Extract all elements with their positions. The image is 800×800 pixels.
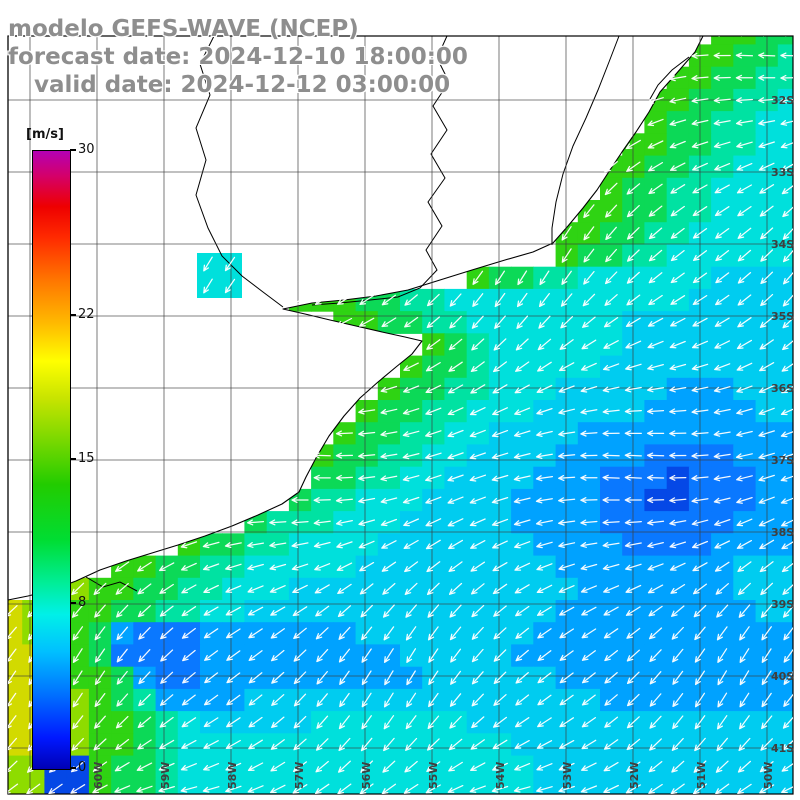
lon-label: 52W <box>628 762 641 789</box>
wave-cell <box>777 466 793 490</box>
wave-cell <box>777 688 793 712</box>
lon-label: 57W <box>293 762 306 789</box>
lat-label: 34S <box>771 238 794 251</box>
wave-cell <box>8 688 23 712</box>
lat-label: 38S <box>771 526 794 539</box>
wave-cell <box>8 644 23 668</box>
lat-label: 35S <box>771 310 794 323</box>
lon-label: 59W <box>159 762 172 789</box>
wave-cell <box>8 711 23 734</box>
wave-cell <box>777 133 793 157</box>
lon-label: 58W <box>226 762 239 789</box>
wave-cell <box>777 444 793 468</box>
wave-cell <box>777 36 793 45</box>
model-title: modelo GEFS-WAVE (NCEP) <box>8 16 359 42</box>
wave-cell <box>777 422 793 445</box>
lat-label: 41S <box>771 742 794 755</box>
forecast-date: forecast date: 2024-12-10 18:00:00 <box>8 44 468 70</box>
lon-label: 53W <box>561 762 574 789</box>
wave-cell <box>733 36 757 45</box>
lat-label: 40S <box>771 670 794 683</box>
lon-label: 50W <box>762 762 775 789</box>
wave-cell <box>777 488 793 512</box>
lon-label: 55W <box>427 762 440 789</box>
wave-cell <box>777 377 793 401</box>
wave-cell <box>8 600 23 623</box>
wave-cell <box>777 644 793 668</box>
lat-label: 39S <box>771 598 794 611</box>
lat-label: 36S <box>771 382 794 395</box>
wave-cell <box>777 355 793 379</box>
wave-cell <box>777 622 793 645</box>
lon-label: 54W <box>494 762 507 789</box>
wave-cell <box>8 733 23 757</box>
valid-date: valid date: 2024-12-12 03:00:00 <box>34 72 451 98</box>
wave-cell <box>777 155 793 179</box>
lon-label: 60W <box>92 762 105 789</box>
lat-label: 37S <box>771 454 794 467</box>
lat-label: 32S <box>771 94 794 107</box>
wave-cell <box>777 400 793 423</box>
lon-label: 56W <box>360 762 373 789</box>
wave-cell <box>777 533 793 557</box>
wave-cell <box>777 666 793 690</box>
wave-cell <box>8 622 23 645</box>
wave-cell <box>8 666 23 690</box>
wave-cell <box>777 511 793 534</box>
wave-cell <box>711 36 734 45</box>
lat-label: 33S <box>771 166 794 179</box>
lon-label: 51W <box>695 762 708 789</box>
